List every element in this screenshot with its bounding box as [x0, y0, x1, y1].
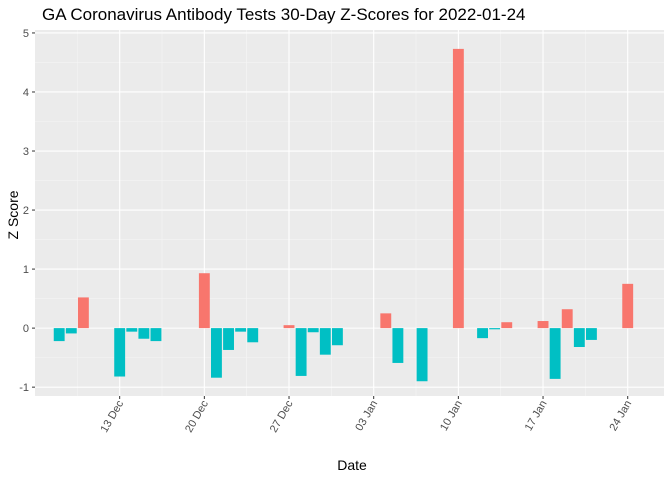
plot-panel	[35, 30, 664, 396]
x-axis-title: Date	[337, 457, 367, 473]
bar	[501, 322, 513, 329]
y-axis: -1 0 1 2 3 4 5	[19, 28, 35, 394]
bars	[53, 48, 634, 382]
y-tick-label: 4	[23, 87, 29, 99]
bar	[573, 328, 585, 348]
bar	[223, 328, 234, 350]
bar	[585, 328, 597, 340]
x-tick-label: 13 Dec	[98, 398, 126, 435]
bar	[416, 328, 428, 382]
bar	[235, 328, 247, 332]
bar	[126, 328, 138, 332]
bar	[489, 328, 501, 330]
y-tick-label: 2	[23, 205, 29, 217]
chart-title: GA Coronavirus Antibody Tests 30-Day Z-S…	[42, 5, 525, 24]
bar	[319, 328, 331, 355]
y-tick-label: 3	[23, 146, 29, 158]
y-tick-label: -1	[19, 382, 29, 394]
bar	[331, 328, 343, 346]
x-axis: 13 Dec 20 Dec 27 Dec 03 Jan 10 Jan 17 Jan 24 J…	[98, 396, 634, 435]
x-tick-label: 17 Jan	[523, 399, 550, 434]
y-axis-title: Z Score	[5, 190, 21, 239]
bar	[295, 328, 307, 376]
bar	[138, 328, 150, 339]
x-tick-label: 10 Jan	[438, 399, 465, 434]
y-tick-label: 5	[23, 28, 29, 40]
plot-background	[35, 30, 664, 396]
bar	[392, 328, 404, 363]
bar	[283, 325, 295, 329]
bar	[561, 309, 573, 329]
bar	[150, 328, 162, 342]
bar	[380, 313, 392, 329]
y-tick-label: 0	[23, 323, 29, 335]
bar	[210, 328, 222, 378]
bar	[622, 283, 634, 329]
bar	[477, 328, 489, 339]
bar	[114, 328, 126, 377]
bar	[452, 48, 464, 329]
bar	[549, 328, 561, 379]
bar	[537, 321, 549, 329]
bar	[65, 328, 77, 334]
bar	[53, 328, 65, 342]
x-tick-label: 03 Jan	[353, 399, 380, 434]
y-tick-label: 1	[23, 264, 29, 276]
bar	[198, 273, 210, 329]
bar	[307, 328, 319, 333]
bar	[247, 328, 259, 343]
x-tick-label: 20 Dec	[183, 398, 211, 435]
x-tick-label: 24 Jan	[607, 399, 634, 434]
bar	[77, 297, 89, 329]
x-tick-label: 27 Dec	[268, 398, 296, 435]
